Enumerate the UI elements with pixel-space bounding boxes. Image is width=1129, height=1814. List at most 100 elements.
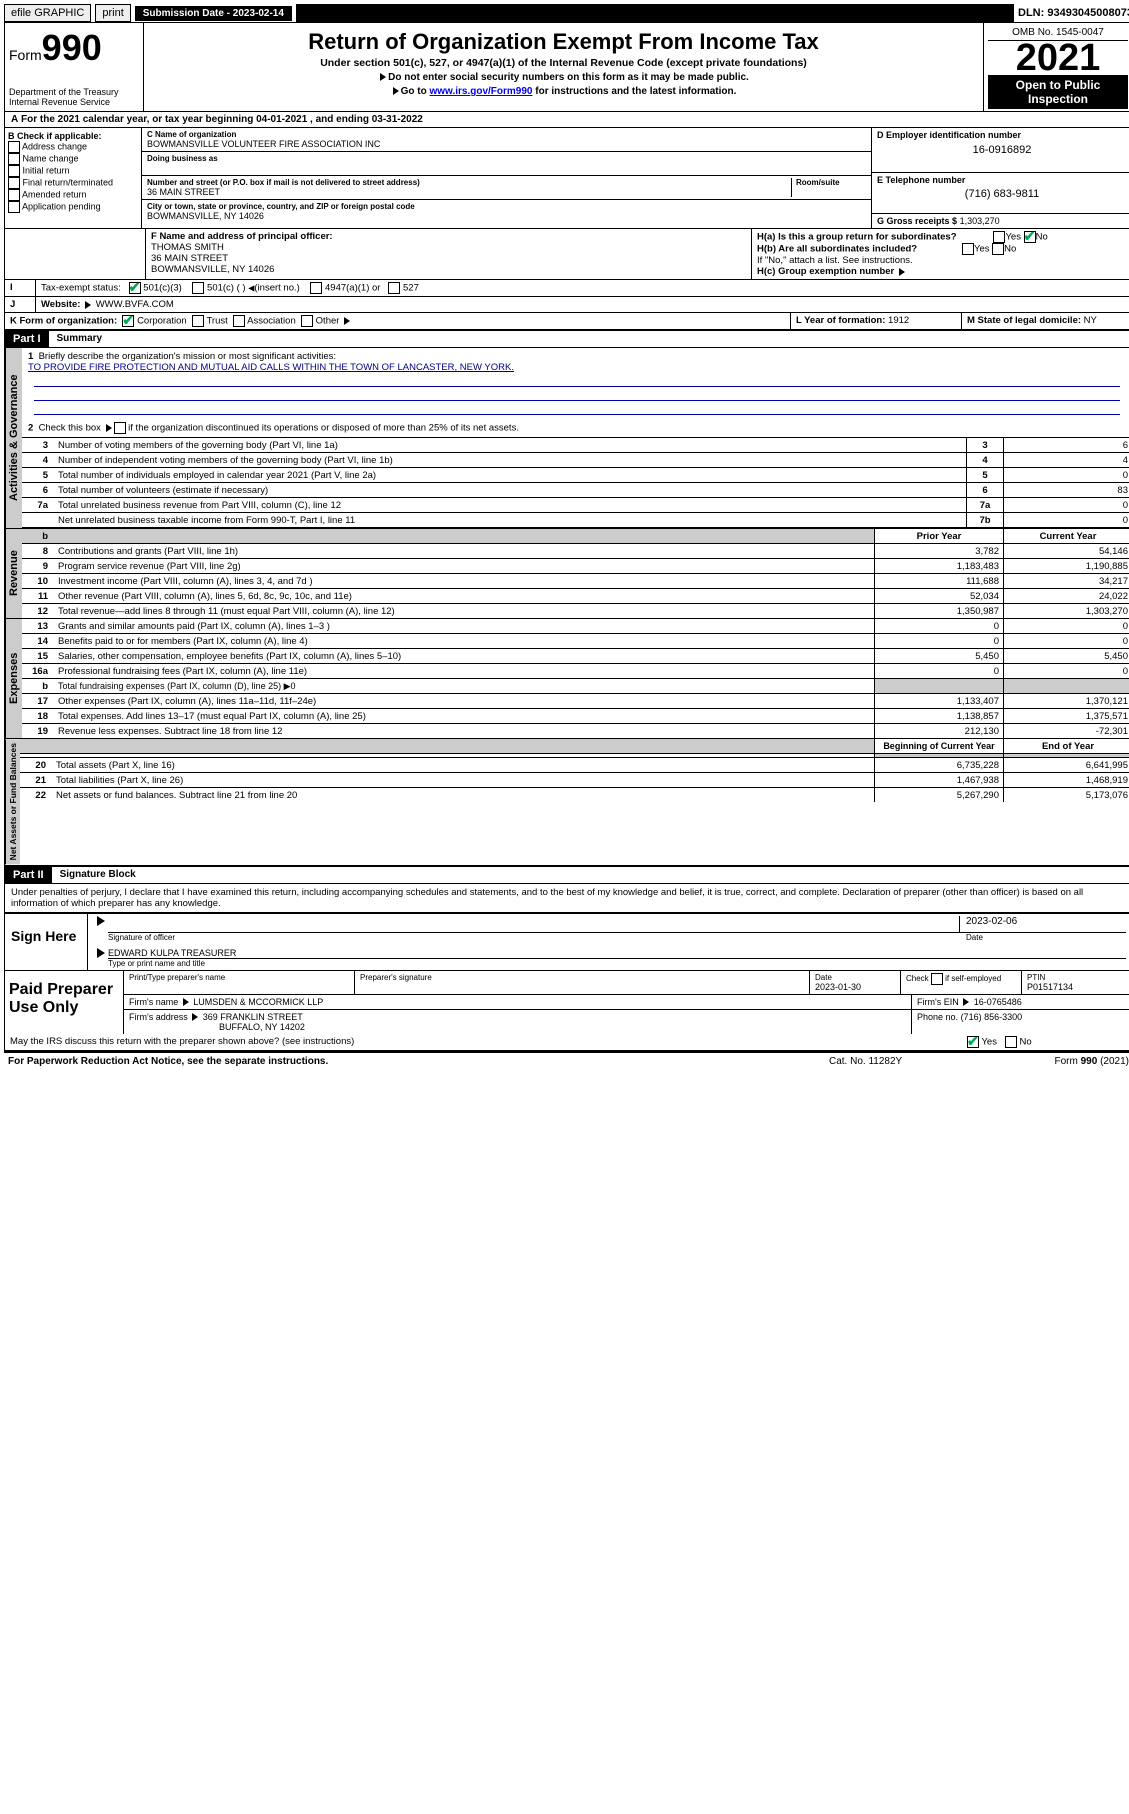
firm-ein: 16-0765486 (974, 997, 1022, 1007)
form-number: 990 (42, 27, 102, 68)
section-expenses: Expenses 13Grants and similar amounts pa… (5, 619, 1129, 739)
submission-date: Submission Date - 2023-02-14 (135, 6, 292, 21)
arrow-icon (393, 87, 399, 95)
col-c-name-addr: C Name of organization BOWMANSVILLE VOLU… (142, 128, 872, 228)
form-word: Form (9, 47, 42, 63)
section-governance: Activities & Governance 1 Briefly descri… (5, 348, 1129, 529)
h-block: H(a) Is this a group return for subordin… (752, 229, 1129, 279)
website-row: J Website: WWW.BVFA.COM (5, 297, 1129, 313)
col-d-e-g: D Employer identification number 16-0916… (872, 128, 1129, 228)
ein-value: 16-0916892 (877, 144, 1127, 156)
chk-trust[interactable] (192, 315, 204, 327)
chk-other[interactable] (301, 315, 313, 327)
arrow-icon (97, 916, 105, 926)
firm-name: LUMSDEN & MCCORMICK LLP (193, 997, 323, 1007)
officer-name: THOMAS SMITH (151, 242, 224, 253)
b-header: B Check if applicable: (8, 131, 138, 141)
chk-discuss-no[interactable] (1005, 1036, 1017, 1048)
efile-label: efile GRAPHIC (4, 4, 91, 22)
chk-amended[interactable]: Amended return (8, 189, 138, 201)
chk-initial[interactable]: Initial return (8, 165, 138, 177)
phone-row: E Telephone number (716) 683-9811 (872, 173, 1129, 214)
tax-status-row: I Tax-exempt status: 501(c)(3) 501(c) ( … (5, 280, 1129, 297)
street-row: Number and street (or P.O. box if mail i… (142, 176, 871, 200)
arrow-icon (97, 948, 105, 958)
discuss-row: May the IRS discuss this return with the… (5, 1034, 1129, 1052)
form-title: Return of Organization Exempt From Incom… (150, 29, 977, 55)
phone-value: (716) 683-9811 (877, 188, 1127, 200)
officer-block: F Name and address of principal officer:… (146, 229, 752, 279)
domicile: NY (1084, 315, 1097, 326)
gross-receipts-row: G Gross receipts $ 1,303,270 (872, 214, 1129, 228)
part-i-header: Part I Summary (5, 330, 1129, 348)
tab-net-assets: Net Assets or Fund Balances (5, 739, 20, 864)
chk-527[interactable] (388, 282, 400, 294)
top-toolbar: efile GRAPHIC print Submission Date - 20… (4, 4, 1129, 22)
street-address: 36 MAIN STREET (147, 187, 787, 197)
subtitle-1: Under section 501(c), 527, or 4947(a)(1)… (150, 57, 977, 69)
website-url: WWW.BVFA.COM (96, 299, 174, 310)
signer-name: EDWARD KULPA TREASURER (108, 948, 1126, 959)
chk-assoc[interactable] (233, 315, 245, 327)
part-ii-header: Part II Signature Block (5, 866, 1129, 884)
form-header: Form990 Department of the TreasuryIntern… (5, 23, 1129, 112)
chk-501c3[interactable] (129, 282, 141, 294)
subtitle-2: Do not enter social security numbers on … (150, 72, 977, 83)
gross-receipts: 1,303,270 (960, 216, 1000, 226)
city-row: City or town, state or province, country… (142, 200, 871, 223)
signature-block: Sign Here 2023-02-06 Signature of office… (5, 913, 1129, 970)
form-container: Form990 Department of the TreasuryIntern… (4, 22, 1129, 1053)
entity-info-grid: B Check if applicable: Address change Na… (5, 128, 1129, 229)
tax-year: 2021 (988, 41, 1128, 75)
line-2: 2 Check this box if the organization dis… (22, 419, 1129, 437)
tax-period-row: A For the 2021 calendar year, or tax yea… (5, 112, 1129, 128)
revenue-table: bPrior YearCurrent Year 8Contributions a… (22, 529, 1129, 618)
mission-text: TO PROVIDE FIRE PROTECTION AND MUTUAL AI… (28, 362, 514, 373)
org-name-row: C Name of organization BOWMANSVILLE VOLU… (142, 128, 871, 152)
col-b-checkboxes: B Check if applicable: Address change Na… (5, 128, 142, 228)
print-button[interactable]: print (95, 4, 130, 22)
city-state-zip: BOWMANSVILLE, NY 14026 (147, 211, 866, 221)
tab-revenue: Revenue (5, 529, 22, 618)
chk-501c[interactable] (192, 282, 204, 294)
chk-discuss-yes[interactable] (967, 1036, 979, 1048)
mission-block: 1 Briefly describe the organization's mi… (22, 348, 1129, 419)
chk-final[interactable]: Final return/terminated (8, 177, 138, 189)
section-revenue: Revenue bPrior YearCurrent Year 8Contrib… (5, 529, 1129, 619)
firm-phone: (716) 856-3300 (961, 1012, 1023, 1022)
k-l-m-row: K Form of organization: Corporation Trus… (5, 313, 1129, 330)
paid-preparer-block: Paid Preparer Use Only Print/Type prepar… (5, 970, 1129, 1034)
irs-link[interactable]: www.irs.gov/Form990 (429, 86, 532, 97)
arrow-icon (380, 73, 386, 81)
declaration: Under penalties of perjury, I declare th… (5, 884, 1129, 913)
dln-label: DLN: 93493045008073 (1018, 7, 1129, 19)
governance-table: 3Number of voting members of the governi… (22, 437, 1129, 528)
sign-date: 2023-02-06 (959, 916, 1126, 933)
year-box: OMB No. 1545-0047 2021 Open to Public In… (984, 23, 1129, 111)
org-name: BOWMANSVILLE VOLUNTEER FIRE ASSOCIATION … (147, 139, 866, 149)
year-formed: 1912 (888, 315, 909, 326)
chk-4947[interactable] (310, 282, 322, 294)
subtitle-3: Go to www.irs.gov/Form990 for instructio… (150, 86, 977, 97)
paid-preparer-label: Paid Preparer Use Only (5, 971, 124, 1034)
chk-name[interactable]: Name change (8, 153, 138, 165)
inspection-label: Open to Public Inspection (988, 75, 1128, 109)
expenses-table: 13Grants and similar amounts paid (Part … (22, 619, 1129, 738)
f-h-row: F Name and address of principal officer:… (5, 229, 1129, 280)
form-id-box: Form990 Department of the TreasuryIntern… (5, 23, 144, 111)
section-net-assets: Net Assets or Fund Balances Beginning of… (5, 739, 1129, 865)
firm-address: 369 FRANKLIN STREET (203, 1012, 303, 1022)
chk-pending[interactable]: Application pending (8, 201, 138, 213)
tab-expenses: Expenses (5, 619, 22, 738)
tab-governance: Activities & Governance (5, 348, 22, 528)
chk-corp[interactable] (122, 315, 134, 327)
dept-label: Department of the TreasuryInternal Reven… (9, 87, 139, 107)
ein-row: D Employer identification number 16-0916… (872, 128, 1129, 173)
sign-here-label: Sign Here (5, 914, 88, 970)
chk-address[interactable]: Address change (8, 141, 138, 153)
title-box: Return of Organization Exempt From Incom… (144, 23, 984, 111)
toolbar-spacer (296, 4, 1014, 22)
net-assets-table: Beginning of Current YearEnd of Year 20T… (20, 739, 1129, 802)
dba-row: Doing business as (142, 152, 871, 176)
page-footer: For Paperwork Reduction Act Notice, see … (4, 1053, 1129, 1070)
